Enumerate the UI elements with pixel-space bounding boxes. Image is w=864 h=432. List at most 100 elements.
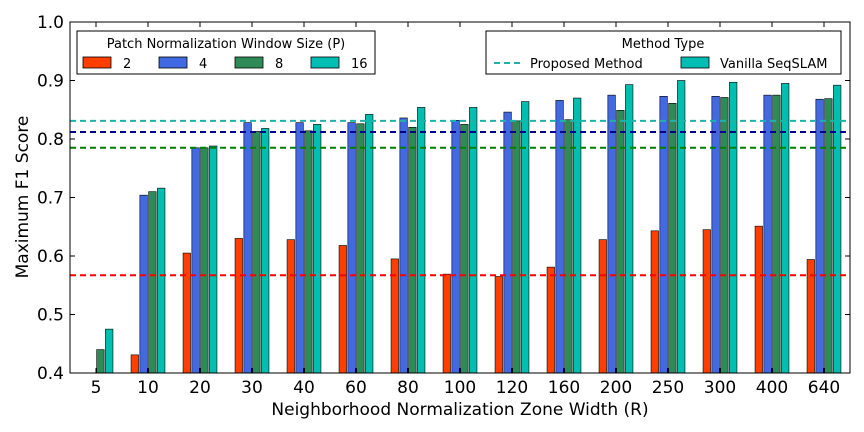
legend-swatch-p4 [158,56,188,69]
bar-10-p4 [139,194,148,374]
bar-20-p16 [209,145,218,374]
bar-20-p4 [191,147,200,374]
x-tick-label: 100 [444,378,476,398]
bar-10-p2 [130,354,139,374]
bar-40-p4 [295,122,304,374]
y-ticks: 0.4 0.5 0.6 0.7 0.8 0.9 1.0 [37,13,850,384]
bar-300-p16 [729,81,738,374]
legend-window-entries: 2 4 8 16 [82,56,368,72]
bar-60-p2 [338,245,347,374]
bar-60-p8 [356,123,365,374]
y-tick-label: 0.9 [37,72,64,92]
bar-120-p16 [521,101,530,374]
bar-200-p8 [616,110,625,374]
bar-120-p4 [503,111,512,374]
bar-200-p4 [607,94,616,374]
y-tick-label: 0.6 [37,247,64,267]
bar-40-p8 [304,130,313,374]
x-tick-label: 250 [652,378,684,398]
bar-100-p8 [460,124,469,374]
legend-window-size: Patch Normalization Window Size (P) 2 4 8 1… [76,30,376,75]
legend-method-title: Method Type [622,37,705,52]
bar-5-p16 [105,328,114,374]
bar-30-p2 [234,238,243,374]
bar-100-p4 [451,119,460,374]
bar-640-p16 [833,84,842,374]
x-tick-label: 40 [293,378,315,398]
x-tick-label: 400 [756,378,788,398]
y-axis-title: Maximum F1 Score [13,116,33,279]
bar-160-p8 [564,119,573,374]
legend-swatch-p16 [310,56,340,69]
bar-80-p8 [408,127,417,374]
legend-label-p8: 8 [275,57,283,72]
bar-5-p8 [96,349,105,374]
bar-60-p16 [365,114,374,374]
legend-window-title: Patch Normalization Window Size (P) [107,37,346,52]
legend-swatch-p8 [234,56,264,69]
x-tick-label: 300 [704,378,736,398]
legend-swatch-p2 [82,56,112,69]
bar-160-p4 [555,100,564,374]
bar-250-p4 [659,96,668,374]
x-tick-label: 160 [548,378,580,398]
bar-60-p4 [347,122,356,374]
legend-vanilla-swatch [680,56,710,69]
x-axis-title: Neighborhood Normalization Zone Width (R… [271,400,648,420]
baselines-layer [70,119,850,277]
bar-200-p16 [625,84,634,374]
bar-640-p2 [806,259,815,374]
x-tick-label: 20 [189,378,211,398]
x-tick-label: 640 [808,378,840,398]
bar-10-p8 [148,191,157,374]
bar-10-p16 [157,187,166,374]
bar-400-p2 [754,225,763,374]
bar-200-p2 [598,239,607,374]
bar-250-p8 [668,103,677,374]
x-tick-label: 80 [397,378,419,398]
plot-area [70,22,850,373]
bar-30-p4 [243,122,252,374]
bar-20-p8 [200,147,209,374]
x-tick-label: 60 [345,378,367,398]
y-tick-label: 0.8 [37,130,64,150]
bar-640-p4 [815,98,824,374]
bar-300-p8 [720,97,729,374]
bar-160-p16 [573,97,582,374]
bar-40-p2 [286,239,295,374]
x-tick-label: 5 [91,378,102,398]
y-tick-label: 0.7 [37,189,64,209]
bar-300-p4 [711,96,720,374]
bar-400-p4 [763,94,772,374]
x-tick-label: 10 [137,378,159,398]
legend-method-type: Method Type Proposed Method Vanilla SeqS… [485,30,842,75]
bar-250-p2 [650,230,659,374]
y-tick-label: 0.5 [37,306,64,326]
bar-640-p8 [824,98,833,374]
bar-20-p2 [182,252,191,374]
bar-250-p16 [677,80,686,374]
legend-label-p4: 4 [199,57,207,72]
x-tick-label: 120 [496,378,528,398]
legend-method-frame [485,30,842,75]
x-tick-label: 200 [600,378,632,398]
legend-proposed-label: Proposed Method [530,57,643,72]
y-tick-label: 0.4 [37,364,64,384]
legend-window-frame [76,30,376,75]
bar-100-p2 [442,273,451,374]
bar-300-p2 [702,229,711,374]
bar-120-p8 [512,120,521,374]
bar-400-p16 [781,83,790,374]
legend-vanilla-label: Vanilla SeqSLAM [720,57,827,72]
bar-120-p2 [494,276,503,374]
bar-40-p16 [313,124,322,374]
bar-160-p2 [546,266,555,374]
y-tick-label: 1.0 [37,13,64,33]
x-ticks: 5 10 20 30 40 60 80 100 120 160 200 250 300 400 640 [91,22,840,398]
x-tick-label: 30 [241,378,263,398]
bar-30-p8 [252,131,261,374]
bar-30-p16 [261,128,270,374]
bar-400-p8 [772,94,781,374]
bar-80-p4 [399,117,408,374]
